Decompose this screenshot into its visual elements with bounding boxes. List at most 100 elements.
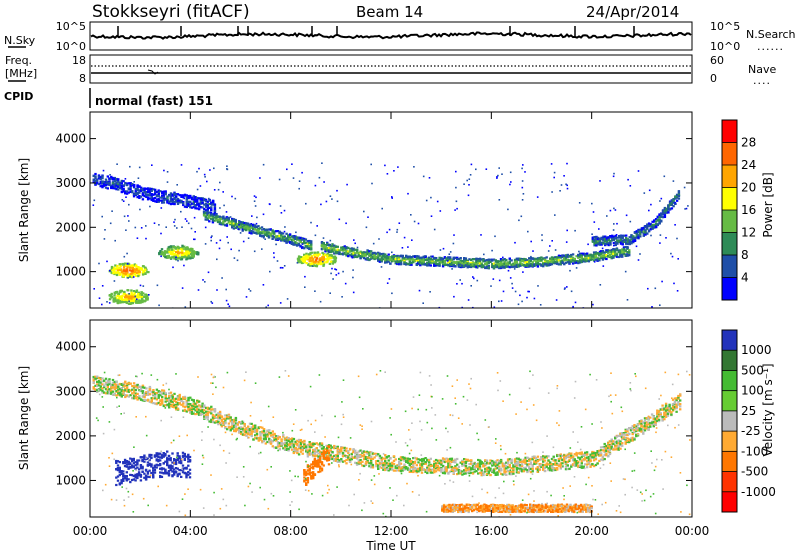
velocity-cell <box>201 413 204 416</box>
power-cell <box>543 260 547 263</box>
power-cell <box>204 205 208 208</box>
noise-cell <box>452 242 455 245</box>
power-cell <box>663 214 667 217</box>
power-cell <box>295 238 299 241</box>
velocity-cell <box>187 408 190 411</box>
power-blob-cell <box>118 263 121 266</box>
power-blob-cell <box>333 255 337 258</box>
noise-cell <box>253 200 256 202</box>
power-cell <box>533 263 536 266</box>
noise-cell <box>532 258 535 260</box>
power-cell <box>113 177 116 181</box>
power-blob-cell <box>126 266 129 269</box>
velocity-cell <box>245 434 248 437</box>
power-cell <box>341 246 345 249</box>
power-blob-cell <box>187 252 191 255</box>
velocity-cell <box>231 422 234 425</box>
power-cell <box>415 259 418 262</box>
velocity-cell <box>210 418 213 421</box>
power-cell <box>656 216 659 219</box>
noise-cell <box>455 186 457 189</box>
power-blob-cell <box>135 301 138 304</box>
velocity-cell <box>129 382 132 385</box>
power-cell <box>626 238 630 241</box>
power-cell <box>322 244 325 247</box>
velocity-cell <box>108 388 111 391</box>
power-cell <box>434 262 438 265</box>
velocity-cell <box>240 427 243 430</box>
velocity-cell <box>138 397 141 400</box>
power-blob-cell <box>135 265 138 268</box>
noise-cell <box>511 287 514 289</box>
noise-cell <box>528 290 530 293</box>
power-cell <box>482 264 485 267</box>
power-cell <box>619 236 623 239</box>
power-cell <box>245 222 248 225</box>
power-blob-cell <box>330 255 333 258</box>
noise-cell <box>139 208 141 211</box>
noise-cell <box>613 223 615 225</box>
power-cell <box>164 191 167 194</box>
nsearch-label: N.Search <box>746 28 796 41</box>
power-cell <box>594 253 598 256</box>
power-cell <box>331 243 334 246</box>
power-cell <box>211 203 215 206</box>
power-cell <box>646 232 649 235</box>
velocity-cell <box>143 393 146 397</box>
power-cell <box>206 207 209 210</box>
velocity-cell <box>259 432 262 435</box>
noise-cell <box>158 304 160 307</box>
noise-cell <box>276 260 279 262</box>
power-blob-cell <box>125 294 128 297</box>
velocity-cell <box>259 436 262 439</box>
power-cell <box>559 259 562 263</box>
power-cell <box>592 255 596 258</box>
power-blob-cell <box>119 273 122 276</box>
power-cell <box>563 255 566 258</box>
power-blob-cell <box>116 300 119 303</box>
power-cell <box>120 187 123 190</box>
power-cell <box>194 196 197 199</box>
power-cell <box>515 259 519 262</box>
velocity-cell <box>199 413 202 416</box>
power-blob-cell <box>140 295 144 298</box>
velocity-cell <box>255 434 259 437</box>
power-cell <box>601 250 605 253</box>
velocity-cell <box>132 385 136 388</box>
power-cell <box>262 234 265 237</box>
power-cell <box>380 255 383 258</box>
velocity-cell <box>217 414 220 417</box>
power-blob-cell <box>113 268 116 271</box>
velocity-cell <box>192 412 195 415</box>
velocity-cell <box>196 412 199 415</box>
power-cell <box>238 221 241 224</box>
power-cell <box>559 256 562 259</box>
velocity-cell <box>301 441 304 444</box>
velocity-cell <box>111 386 115 389</box>
power-cell <box>661 210 665 213</box>
velocity-cell <box>206 408 209 411</box>
power-cell <box>585 254 589 257</box>
power-cell <box>276 230 279 233</box>
power-cell <box>378 252 382 255</box>
power-cell <box>280 238 283 241</box>
power-cell <box>505 263 508 266</box>
velocity-cell <box>211 418 215 421</box>
power-cell <box>264 231 267 234</box>
freq-frame <box>89 54 693 84</box>
velocity-cell <box>245 430 248 433</box>
velocity-cell <box>308 453 311 456</box>
noise-cell <box>599 180 601 182</box>
noise-cell <box>430 255 432 258</box>
velocity-cell <box>127 389 130 392</box>
power-blob-cell <box>300 260 303 263</box>
power-cell <box>601 258 605 261</box>
noise-cell <box>467 299 470 301</box>
power-cell <box>136 189 139 192</box>
power-cell <box>278 231 281 234</box>
power-cell <box>605 241 609 244</box>
power-cell <box>373 251 376 254</box>
power-cell <box>464 259 468 262</box>
velocity-cell <box>217 412 220 415</box>
